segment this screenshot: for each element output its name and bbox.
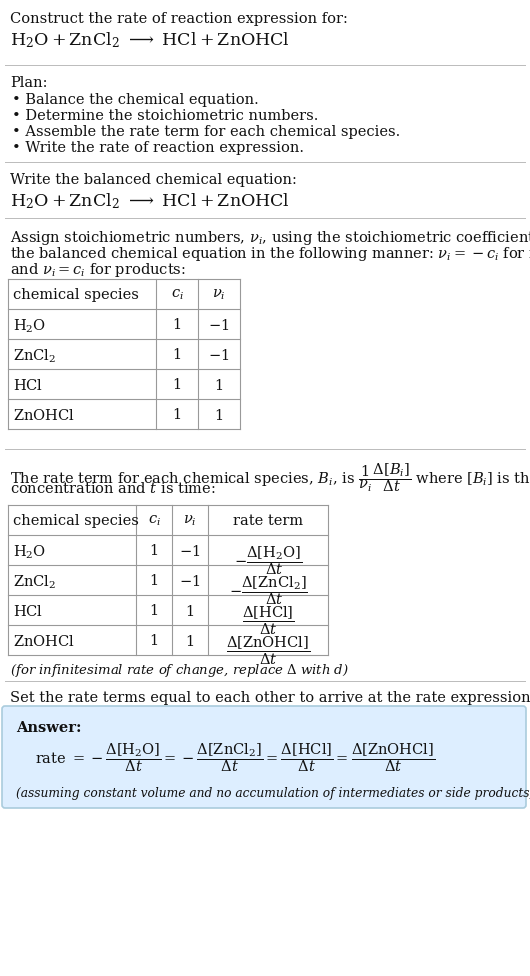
Text: rate $= -\dfrac{\Delta[\mathrm{H_2O}]}{\Delta t} = -\dfrac{\Delta[\mathrm{ZnCl_2: rate $= -\dfrac{\Delta[\mathrm{H_2O}]}{\… <box>35 741 435 774</box>
Text: $-1$: $-1$ <box>208 348 229 363</box>
Text: and $\nu_i = c_i$ for products:: and $\nu_i = c_i$ for products: <box>10 261 186 279</box>
Text: Plan:: Plan: <box>10 76 48 90</box>
Text: rate term: rate term <box>233 514 303 528</box>
Text: 1: 1 <box>149 574 158 588</box>
Text: $\mathrm{H_2O + ZnCl_2 \ \longrightarrow \ HCl + ZnOHCl}$: $\mathrm{H_2O + ZnCl_2 \ \longrightarrow… <box>10 191 290 211</box>
Text: $\mathrm{ZnCl_2}$: $\mathrm{ZnCl_2}$ <box>13 348 56 365</box>
Text: chemical species: chemical species <box>13 288 139 302</box>
Text: $1$: $1$ <box>215 408 224 423</box>
Text: $\nu_i$: $\nu_i$ <box>212 288 226 303</box>
Text: $-\dfrac{\Delta[\mathrm{ZnCl_2}]}{\Delta t}$: $-\dfrac{\Delta[\mathrm{ZnCl_2}]}{\Delta… <box>228 574 307 607</box>
Text: $1$: $1$ <box>215 378 224 393</box>
Text: Write the balanced chemical equation:: Write the balanced chemical equation: <box>10 173 297 187</box>
Text: 1: 1 <box>172 378 182 392</box>
Text: $\mathrm{H_2O + ZnCl_2 \ \longrightarrow \ HCl + ZnOHCl}$: $\mathrm{H_2O + ZnCl_2 \ \longrightarrow… <box>10 30 290 50</box>
Text: $-1$: $-1$ <box>179 544 201 559</box>
Text: Set the rate terms equal to each other to arrive at the rate expression:: Set the rate terms equal to each other t… <box>10 691 530 705</box>
Text: 1: 1 <box>149 634 158 648</box>
Text: $\mathrm{ZnOHCl}$: $\mathrm{ZnOHCl}$ <box>13 634 75 649</box>
Text: $c_i$: $c_i$ <box>147 514 161 528</box>
Text: • Determine the stoichiometric numbers.: • Determine the stoichiometric numbers. <box>12 109 319 123</box>
Text: (assuming constant volume and no accumulation of intermediates or side products): (assuming constant volume and no accumul… <box>16 787 530 800</box>
Text: $-\dfrac{\Delta[\mathrm{H_2O}]}{\Delta t}$: $-\dfrac{\Delta[\mathrm{H_2O}]}{\Delta t… <box>234 544 302 577</box>
Text: $1$: $1$ <box>186 604 195 619</box>
Text: Answer:: Answer: <box>16 721 82 735</box>
Text: Construct the rate of reaction expression for:: Construct the rate of reaction expressio… <box>10 12 348 26</box>
Text: 1: 1 <box>149 604 158 618</box>
Text: $\dfrac{\Delta[\mathrm{HCl}]}{\Delta t}$: $\dfrac{\Delta[\mathrm{HCl}]}{\Delta t}$ <box>242 604 294 636</box>
Text: • Balance the chemical equation.: • Balance the chemical equation. <box>12 93 259 107</box>
Text: $\nu_i$: $\nu_i$ <box>183 514 197 528</box>
Text: the balanced chemical equation in the following manner: $\nu_i = -c_i$ for react: the balanced chemical equation in the fo… <box>10 245 530 263</box>
Text: Assign stoichiometric numbers, $\nu_i$, using the stoichiometric coefficients, $: Assign stoichiometric numbers, $\nu_i$, … <box>10 229 530 247</box>
Text: chemical species: chemical species <box>13 514 139 528</box>
Text: $\mathrm{H_2O}$: $\mathrm{H_2O}$ <box>13 544 46 561</box>
Text: $\mathrm{HCl}$: $\mathrm{HCl}$ <box>13 604 43 619</box>
Text: 1: 1 <box>149 544 158 558</box>
Text: $-1$: $-1$ <box>179 574 201 589</box>
Text: $\dfrac{\Delta[\mathrm{ZnOHCl}]}{\Delta t}$: $\dfrac{\Delta[\mathrm{ZnOHCl}]}{\Delta … <box>226 634 310 667</box>
Text: $c_i$: $c_i$ <box>171 288 183 303</box>
FancyBboxPatch shape <box>2 706 526 808</box>
Text: The rate term for each chemical species, $B_i$, is $\dfrac{1}{\nu_i}\dfrac{\Delt: The rate term for each chemical species,… <box>10 461 530 494</box>
Text: • Assemble the rate term for each chemical species.: • Assemble the rate term for each chemic… <box>12 125 400 139</box>
Text: concentration and $t$ is time:: concentration and $t$ is time: <box>10 481 216 496</box>
Text: $\mathrm{HCl}$: $\mathrm{HCl}$ <box>13 378 43 393</box>
Text: 1: 1 <box>172 408 182 422</box>
Text: $\mathrm{ZnOHCl}$: $\mathrm{ZnOHCl}$ <box>13 408 75 423</box>
Text: (for infinitesimal rate of change, replace $\Delta$ with $d$): (for infinitesimal rate of change, repla… <box>10 662 349 679</box>
Text: $-1$: $-1$ <box>208 318 229 333</box>
Text: $1$: $1$ <box>186 634 195 649</box>
Text: • Write the rate of reaction expression.: • Write the rate of reaction expression. <box>12 141 304 155</box>
Text: $\mathrm{H_2O}$: $\mathrm{H_2O}$ <box>13 318 46 336</box>
Text: 1: 1 <box>172 348 182 362</box>
Text: $\mathrm{ZnCl_2}$: $\mathrm{ZnCl_2}$ <box>13 574 56 591</box>
Text: 1: 1 <box>172 318 182 332</box>
